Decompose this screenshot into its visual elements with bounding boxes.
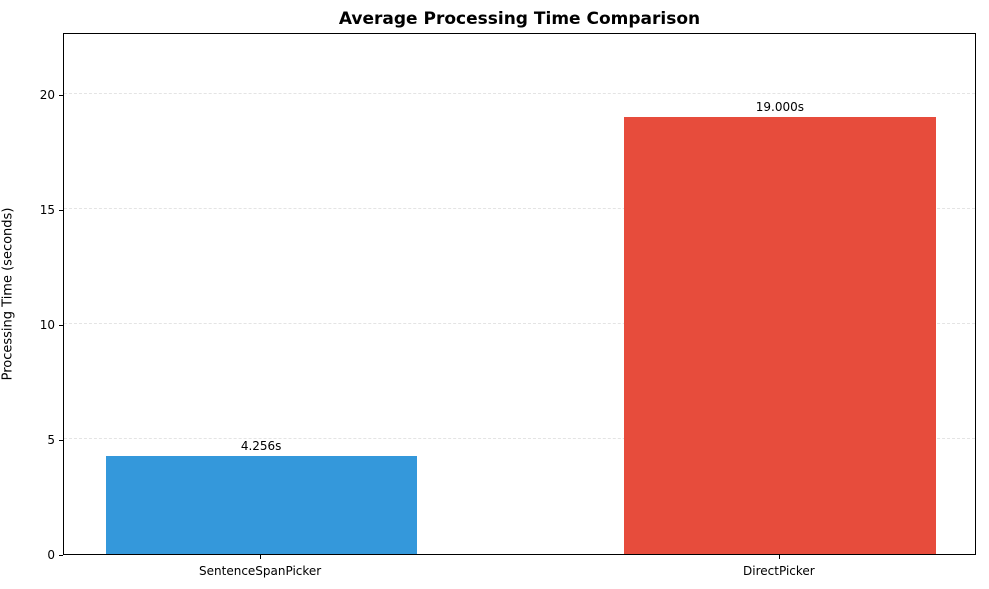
y-tick-mark: [59, 325, 63, 327]
gridline: [64, 323, 975, 325]
x-tick-label: DirectPicker: [743, 564, 815, 578]
y-tick-label: 15: [39, 203, 55, 218]
gridline: [64, 208, 975, 210]
bar-value-label: 19.000s: [755, 100, 804, 115]
bar-SentenceSpanPicker: [105, 456, 417, 554]
y-axis-label: Processing Time (seconds): [0, 207, 16, 381]
y-tick-mark: [59, 555, 63, 556]
chart-title: Average Processing Time Comparison: [338, 9, 701, 29]
y-tick-label: 20: [39, 88, 55, 103]
plot-area: 4.256s 19.000s: [63, 33, 976, 555]
x-tick-mark: [778, 555, 780, 559]
x-tick-mark: [260, 555, 262, 559]
gridline: [64, 93, 975, 95]
bar-DirectPicker: [624, 117, 936, 554]
x-tick-label: SentenceSpanPicker: [199, 564, 322, 578]
y-tick-mark: [59, 95, 63, 97]
y-tick-label: 5: [47, 433, 55, 448]
gridline: [64, 438, 975, 440]
y-tick-label: 10: [39, 318, 55, 333]
y-tick-mark: [59, 440, 63, 442]
bar-value-label: 4.256s: [240, 439, 282, 454]
y-tick-label: 0: [47, 548, 55, 562]
y-tick-mark: [59, 210, 63, 212]
